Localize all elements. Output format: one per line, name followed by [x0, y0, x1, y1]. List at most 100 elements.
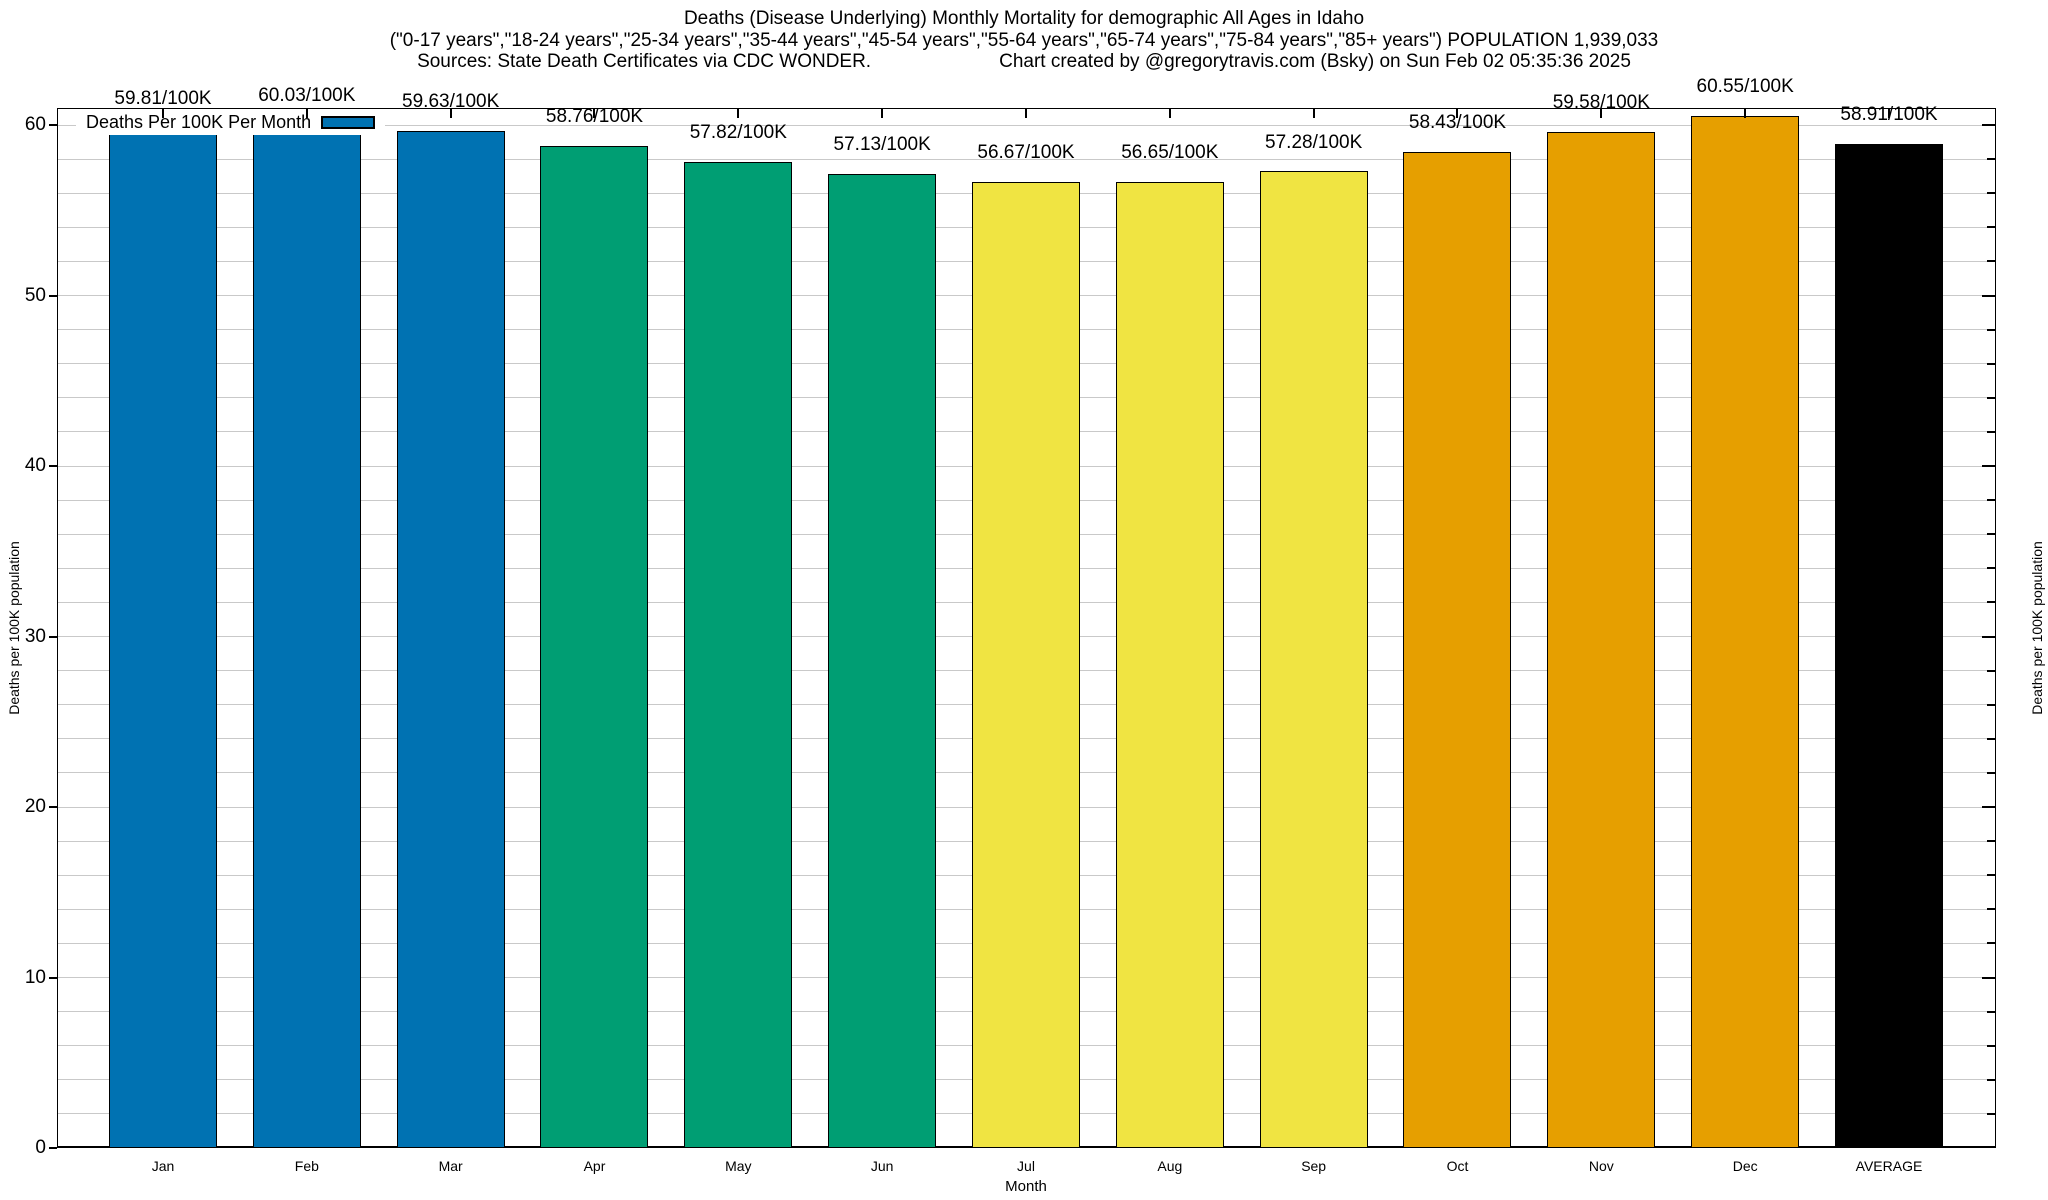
bar-average — [1834, 143, 1943, 1148]
y-tick-right-54 — [1987, 226, 1995, 229]
y-tick-right-26 — [1987, 703, 1995, 706]
x-top-tick-jan — [162, 109, 164, 118]
x-tick-label-feb: Feb — [294, 1158, 319, 1174]
y-tick-right-8 — [1987, 1010, 1995, 1013]
y-tick-right-20 — [1982, 806, 1995, 809]
bar-dec — [1691, 115, 1800, 1148]
chart-title: Deaths (Disease Underlying) Monthly Mort… — [683, 8, 1365, 29]
bar-mar — [396, 131, 505, 1148]
y-tick-label-10: 10 — [24, 966, 46, 988]
y-tick-right-24 — [1987, 737, 1995, 740]
y-major-tick-left-20 — [49, 806, 57, 809]
y-tick-label-60: 60 — [24, 114, 46, 136]
x-tick-label-may: May — [725, 1158, 752, 1174]
bar-oct — [1403, 151, 1512, 1148]
y-tick-label-50: 50 — [24, 284, 46, 306]
y-tick-right-6 — [1987, 1044, 1995, 1047]
x-top-tick-jul — [1024, 109, 1027, 118]
y-major-tick-left-50 — [49, 294, 57, 297]
x-top-tick-apr — [593, 109, 596, 118]
value-label-aug: 56.65/100K — [1121, 142, 1219, 164]
chart-sources: Sources: State Death Certificates via CD… — [417, 51, 872, 72]
y-major-tick-left-30 — [49, 635, 57, 638]
y-tick-right-22 — [1987, 771, 1995, 774]
bar-sep — [1259, 171, 1368, 1148]
x-top-tick-mar — [449, 109, 452, 118]
y-tick-right-36 — [1987, 533, 1995, 536]
y-tick-label-20: 20 — [24, 796, 46, 818]
value-label-jun: 57.13/100K — [833, 134, 931, 156]
chart-subtitle: ("0-17 years","18-24 years","25-34 years… — [389, 30, 1659, 51]
y-tick-label-30: 30 — [24, 625, 46, 647]
legend: Deaths Per 100K Per Month — [76, 109, 386, 135]
y-tick-right-32 — [1987, 601, 1995, 604]
x-tick-label-mar: Mar — [438, 1158, 463, 1174]
y-tick-right-2 — [1987, 1112, 1995, 1115]
y-major-tick-left-40 — [49, 465, 57, 468]
y-tick-label-40: 40 — [24, 455, 46, 477]
x-tick-label-sep: Sep — [1301, 1158, 1327, 1174]
value-label-sep: 57.28/100K — [1265, 131, 1363, 153]
x-tick-label-jan: Jan — [151, 1158, 175, 1174]
bar-nov — [1547, 132, 1656, 1148]
y-tick-right-30 — [1982, 635, 1995, 638]
x-tick-label-dec: Dec — [1732, 1158, 1758, 1174]
x-tick-label-apr: Apr — [583, 1158, 606, 1174]
value-label-nov: 59.58/100K — [1552, 92, 1650, 114]
x-tick-label-average: AVERAGE — [1855, 1158, 1923, 1174]
legend-label: Deaths Per 100K Per Month — [86, 111, 312, 132]
y-tick-right-28 — [1987, 669, 1995, 672]
y-tick-right-44 — [1987, 396, 1995, 399]
bar-feb — [252, 124, 361, 1148]
y-tick-right-40 — [1982, 465, 1995, 468]
x-tick-label-oct: Oct — [1446, 1158, 1469, 1174]
y-tick-right-18 — [1987, 840, 1995, 843]
y-tick-right-16 — [1987, 874, 1995, 877]
value-label-dec: 60.55/100K — [1696, 75, 1794, 97]
value-label-oct: 58.43/100K — [1408, 111, 1507, 133]
y-tick-label-0: 0 — [35, 1137, 46, 1158]
y-tick-right-58 — [1987, 158, 1995, 161]
y-tick-right-12 — [1987, 942, 1995, 945]
bar-jun — [828, 173, 937, 1148]
y-major-tick-left-10 — [49, 976, 57, 979]
x-tick-label-jun: Jun — [870, 1158, 894, 1174]
x-top-tick-aug — [1168, 109, 1171, 118]
chart-caption-row: Sources: State Death Certificates via CD… — [0, 51, 2048, 72]
x-top-tick-jun — [881, 109, 884, 118]
chart-credit: Chart created by @gregorytravis.com (Bsk… — [999, 51, 1631, 72]
gridline-60 — [58, 124, 1995, 126]
y-tick-right-52 — [1987, 260, 1995, 263]
x-tick-label-jul: Jul — [1017, 1158, 1035, 1174]
y-tick-right-42 — [1987, 430, 1995, 433]
x-top-tick-oct — [1456, 109, 1459, 118]
bar-aug — [1115, 182, 1224, 1148]
y-tick-right-4 — [1987, 1078, 1995, 1081]
bar-jan — [109, 128, 217, 1148]
x-top-tick-feb — [305, 109, 308, 118]
x-top-tick-average — [1887, 109, 1890, 118]
x-axis-label: Month — [1005, 1178, 1047, 1195]
y-axis-label-right: Deaths per 100K population — [2029, 541, 2045, 715]
y-tick-right-10 — [1982, 976, 1995, 979]
x-tick-label-nov: Nov — [1588, 1158, 1614, 1174]
value-label-may: 57.82/100K — [689, 122, 787, 144]
y-tick-right-60 — [1982, 124, 1995, 127]
y-axis-label-left: Deaths per 100K population — [6, 541, 22, 715]
bar-may — [684, 162, 793, 1148]
value-label-feb: 60.03/100K — [258, 84, 356, 106]
x-top-tick-may — [737, 109, 740, 118]
value-label-jul: 56.67/100K — [977, 141, 1075, 163]
value-label-jan: 59.81/100K — [114, 88, 212, 110]
x-top-tick-dec — [1744, 109, 1747, 118]
y-tick-right-48 — [1987, 328, 1995, 331]
y-major-tick-left-60 — [49, 124, 57, 127]
x-top-tick-sep — [1312, 109, 1315, 118]
y-tick-right-50 — [1982, 294, 1995, 297]
y-tick-right-38 — [1987, 499, 1995, 502]
bar-apr — [540, 146, 649, 1148]
y-major-tick-left-0 — [49, 1147, 57, 1149]
x-top-tick-nov — [1600, 109, 1603, 118]
value-label-mar: 59.63/100K — [402, 91, 500, 113]
y-tick-right-34 — [1987, 567, 1995, 570]
